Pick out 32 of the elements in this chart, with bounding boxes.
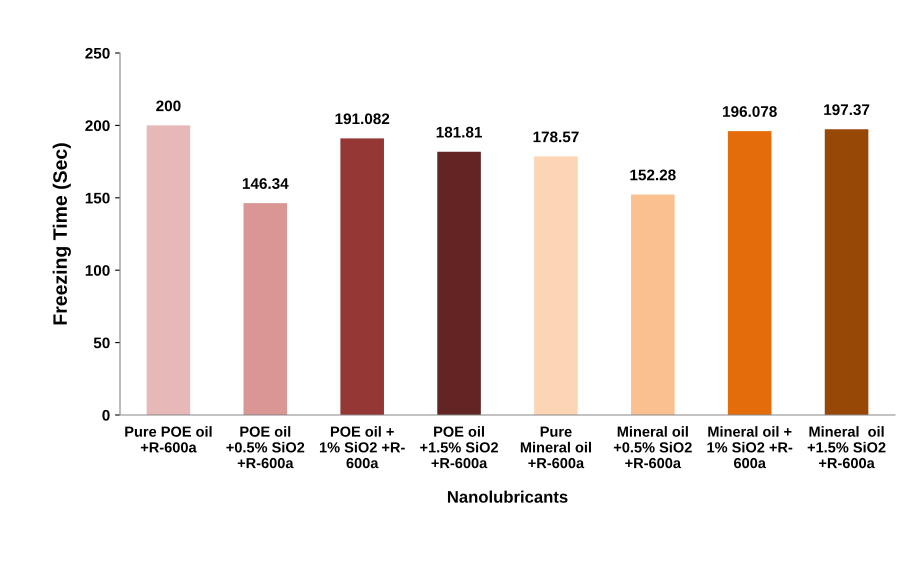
data-label: 196.078 <box>723 106 777 117</box>
x-tick-label: Mineral oil + 1% SiO2 +R- 600a <box>707 426 792 468</box>
bar <box>146 125 190 415</box>
y-tick-label: 150 <box>86 192 110 204</box>
x-tick-label: POE oil +1.5% SiO2 +R-600a <box>420 426 498 468</box>
data-label: 152.28 <box>630 170 676 180</box>
bar <box>340 138 384 415</box>
x-tick-label: Pure Mineral oil +R-600a <box>520 426 591 468</box>
data-label: 200 <box>156 100 181 112</box>
data-label: 146.34 <box>242 178 289 189</box>
y-tick-label: 250 <box>85 48 110 59</box>
x-tick-label: Pure POE oil +R-600a <box>125 426 212 453</box>
bar <box>534 156 578 415</box>
x-tick-label: POE oil +0.5% SiO2 +R-600a <box>226 426 304 468</box>
bar <box>437 152 481 415</box>
data-label: 178.57 <box>534 131 579 142</box>
y-tick-label: 200 <box>85 120 110 132</box>
y-tick-label: 0 <box>102 410 110 421</box>
bar <box>631 194 675 415</box>
y-tick-label: 50 <box>94 337 110 348</box>
x-axis-title: Nanolubricants <box>448 490 568 503</box>
y-tick-label: 100 <box>86 265 110 276</box>
data-label: 197.37 <box>824 104 870 116</box>
data-label: 181.81 <box>436 126 482 138</box>
data-label: 191.082 <box>336 113 390 124</box>
y-axis-title: Freezing Time (Sec) <box>52 143 71 324</box>
bar <box>244 203 288 415</box>
bar <box>824 129 868 415</box>
x-tick-label: POE oil + 1% SiO2 +R- 600a <box>320 426 405 468</box>
x-tick-label: Mineral oil +1.5% SiO2 +R-600a <box>808 426 886 468</box>
x-tick-label: Mineral oil +0.5% SiO2 +R-600a <box>614 426 692 468</box>
bar <box>728 131 772 415</box>
